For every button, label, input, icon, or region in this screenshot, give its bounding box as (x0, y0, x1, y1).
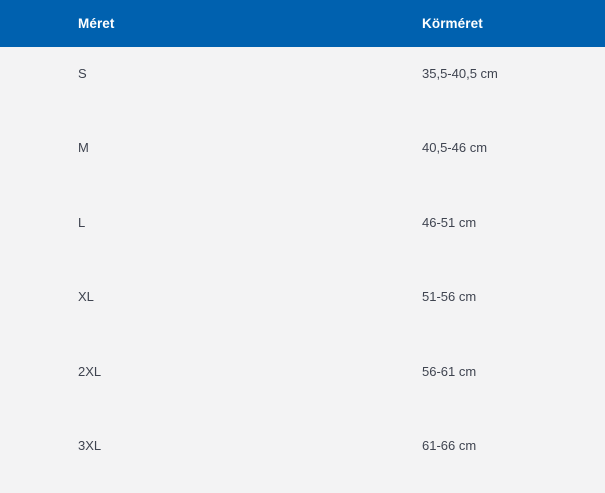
table-row: M 40,5-46 cm (0, 121, 605, 196)
cell-circumference: 40,5-46 cm (422, 140, 488, 156)
cell-circumference: 51-56 cm (422, 289, 477, 305)
cell-size: XL (78, 289, 94, 305)
cell-circumference: 56-61 cm (422, 363, 477, 379)
cell-circumference: 46-51 cm (422, 214, 477, 230)
size-chart-table: Méret Körméret S 35,5-40,5 cm M 40,5-46 … (0, 0, 605, 453)
table-row: XL 51-56 cm (0, 270, 605, 345)
cell-size: 3XL (78, 437, 102, 453)
cell-size: 2XL (78, 363, 102, 379)
table-row: S 35,5-40,5 cm (0, 47, 605, 122)
table-row: L 46-51 cm (0, 195, 605, 271)
cell-size: L (78, 214, 86, 230)
column-header-circumference: Körméret (422, 16, 483, 31)
cell-size: M (78, 140, 89, 156)
table-row: 2XL 56-61 cm (0, 344, 605, 419)
cell-size: S (78, 66, 87, 81)
cell-circumference: 61-66 cm (422, 437, 477, 453)
column-header-size: Méret (78, 16, 115, 31)
table-body: S 35,5-40,5 cm M 40,5-46 cm L 46-51 cm X… (0, 47, 605, 493)
table-row: 3XL 61-66 cm (0, 418, 605, 493)
cell-circumference: 35,5-40,5 cm (422, 66, 498, 81)
table-header-row: Méret Körméret (0, 0, 605, 47)
